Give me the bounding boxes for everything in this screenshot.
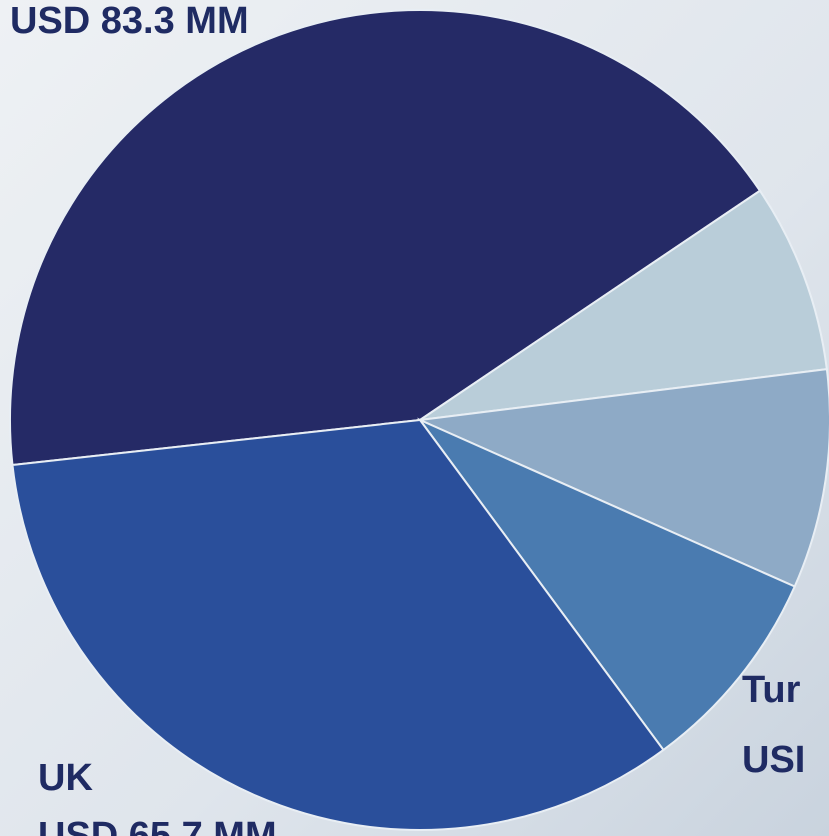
annotation: USI (742, 739, 805, 781)
value-label: USD 83.3 MM (10, 0, 249, 42)
pie-slice (419, 189, 828, 421)
slice-label: UK (38, 757, 93, 799)
value-label: USD 65.7 MM (38, 815, 277, 836)
pie-slice (11, 418, 665, 831)
pie-slice (9, 9, 762, 467)
annotation: Tur (742, 669, 801, 711)
labels: UK USD 83.3 MM USD 65.7 MM Tur USI (10, 0, 805, 836)
pie-slice (416, 417, 796, 752)
pie (9, 9, 829, 831)
